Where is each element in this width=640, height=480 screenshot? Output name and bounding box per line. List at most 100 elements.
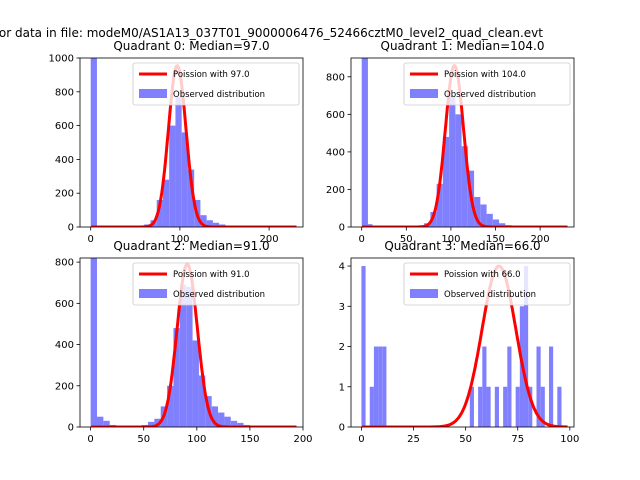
legend-label-observed: Observed distribution [173, 90, 265, 100]
histogram-bar [181, 132, 188, 227]
x-tick-label: 100 [441, 234, 460, 245]
histogram-bar [187, 169, 195, 227]
x-tick-label: 100 [170, 234, 189, 245]
histogram-bar [523, 266, 529, 427]
histogram-bar [169, 125, 176, 227]
axes-frame [350, 57, 575, 228]
y-tick-label: 600 [326, 110, 345, 121]
histogram-bar [557, 386, 562, 427]
legend-label-poisson: Poission with 97.0 [173, 70, 250, 80]
y-tick-label: 200 [55, 189, 74, 200]
legend-box [403, 62, 571, 106]
histogram-bar [192, 340, 199, 427]
histogram-bar [173, 328, 180, 427]
histogram-bar [200, 215, 207, 227]
subplot-0: 0 100 200 0 200 400 600 800 1000 Quadrant 0: Medi… [49, 39, 304, 245]
histogram-bar [536, 346, 541, 427]
y-tick-label: 1000 [49, 54, 74, 65]
y-tick-label: 200 [326, 185, 345, 196]
histogram-bar [211, 406, 219, 427]
histogram-bar [361, 58, 368, 227]
legend-bar-swatch [410, 89, 438, 98]
histogram-bar [175, 96, 182, 227]
subplot-title: Quadrant 0: Median=97.0 [113, 39, 269, 53]
plot-area [90, 258, 298, 427]
histogram-bar [90, 258, 97, 427]
histogram-bar [482, 346, 487, 427]
histogram-bar [540, 386, 545, 427]
histogram-bar [378, 346, 383, 427]
histogram-bar [478, 386, 483, 427]
histogram-bar [515, 386, 520, 427]
histogram-bar [206, 220, 213, 227]
legend-label-poisson: Poission with 104.0 [444, 70, 526, 80]
plot-area [361, 58, 569, 227]
histogram-bar [361, 266, 366, 427]
subplot-2: 0 50 100 150 200 0 200 400 600 800 Quadrant 2: Med… [55, 239, 313, 445]
poisson-curve [361, 64, 569, 227]
legend-label-observed: Observed distribution [444, 290, 536, 300]
y-tick-label: 2 [339, 342, 345, 353]
histogram-bar [156, 199, 163, 227]
histogram-bar [162, 179, 170, 227]
histogram-bar [382, 346, 387, 427]
y-tick-label: 400 [326, 147, 345, 158]
y-tick-label: 1 [339, 382, 345, 393]
histogram-bar [147, 421, 155, 427]
histogram-bar [449, 95, 456, 227]
legend-label-poisson: Poission with 66.0 [444, 270, 521, 280]
y-tick-label: 600 [55, 121, 74, 132]
histogram-bar [499, 223, 506, 227]
y-tick-label: 600 [55, 299, 74, 310]
y-tick-label: 0 [68, 423, 74, 434]
subplot-title: Quadrant 3: Median=66.0 [384, 239, 540, 253]
histogram-bar [224, 416, 231, 427]
histogram-bar [486, 213, 493, 227]
subplot-1: 0 50 100 150 200 0 200 400 600 800 Quadrant 1: Med… [326, 39, 575, 245]
axes-frame [79, 57, 304, 228]
histogram-bar [90, 58, 97, 227]
histogram-bar [469, 386, 474, 427]
legend-label-observed: Observed distribution [173, 290, 265, 300]
histogram-bar [96, 416, 104, 427]
histogram-bar [548, 346, 554, 427]
y-tick-label: 4 [339, 262, 345, 273]
x-tick-label: 150 [486, 234, 505, 245]
y-tick-label: 800 [55, 258, 74, 269]
plot-area [361, 264, 569, 427]
y-tick-label: 200 [55, 381, 74, 392]
histogram-bar [494, 386, 499, 427]
histogram-bar [373, 346, 379, 427]
histogram-bar [230, 420, 238, 427]
poisson-curve [361, 264, 569, 427]
histogram-bar [167, 385, 174, 427]
figure-title: Plots for data in file: modeM0/AS1A13_03… [0, 26, 543, 40]
histogram-bar [186, 286, 193, 427]
histogram-bar [218, 412, 225, 427]
legend-box [132, 62, 300, 106]
axes-frame [350, 257, 575, 428]
x-tick-label: 50 [459, 434, 472, 445]
histogram-bar [503, 386, 508, 427]
legend-bar-swatch [139, 89, 167, 98]
subplot-title: Quadrant 1: Median=104.0 [381, 39, 545, 53]
histogram-bar [369, 386, 374, 427]
histogram-bar [198, 375, 206, 427]
y-tick-label: 400 [55, 155, 74, 166]
y-tick-label: 800 [55, 87, 74, 98]
histogram-bar [455, 114, 462, 227]
histogram-bar [442, 136, 450, 227]
x-tick-label: 75 [511, 434, 524, 445]
x-tick-label: 200 [531, 234, 550, 245]
histogram-bar [461, 146, 468, 227]
y-tick-label: 3 [339, 302, 345, 313]
legend: Poission with 104.0 Observed distribution [403, 62, 571, 106]
x-tick-label: 50 [137, 434, 150, 445]
subplot-3: 0 25 50 75 100 0 1 2 3 4 Quadrant 3: Median=66.0 Po… [339, 239, 580, 445]
histogram-bar [212, 222, 220, 227]
x-tick-label: 0 [87, 434, 93, 445]
histogram-bar [436, 183, 443, 227]
histogram-bar [474, 196, 481, 227]
legend: Poission with 97.0 Observed distribution [132, 62, 300, 106]
